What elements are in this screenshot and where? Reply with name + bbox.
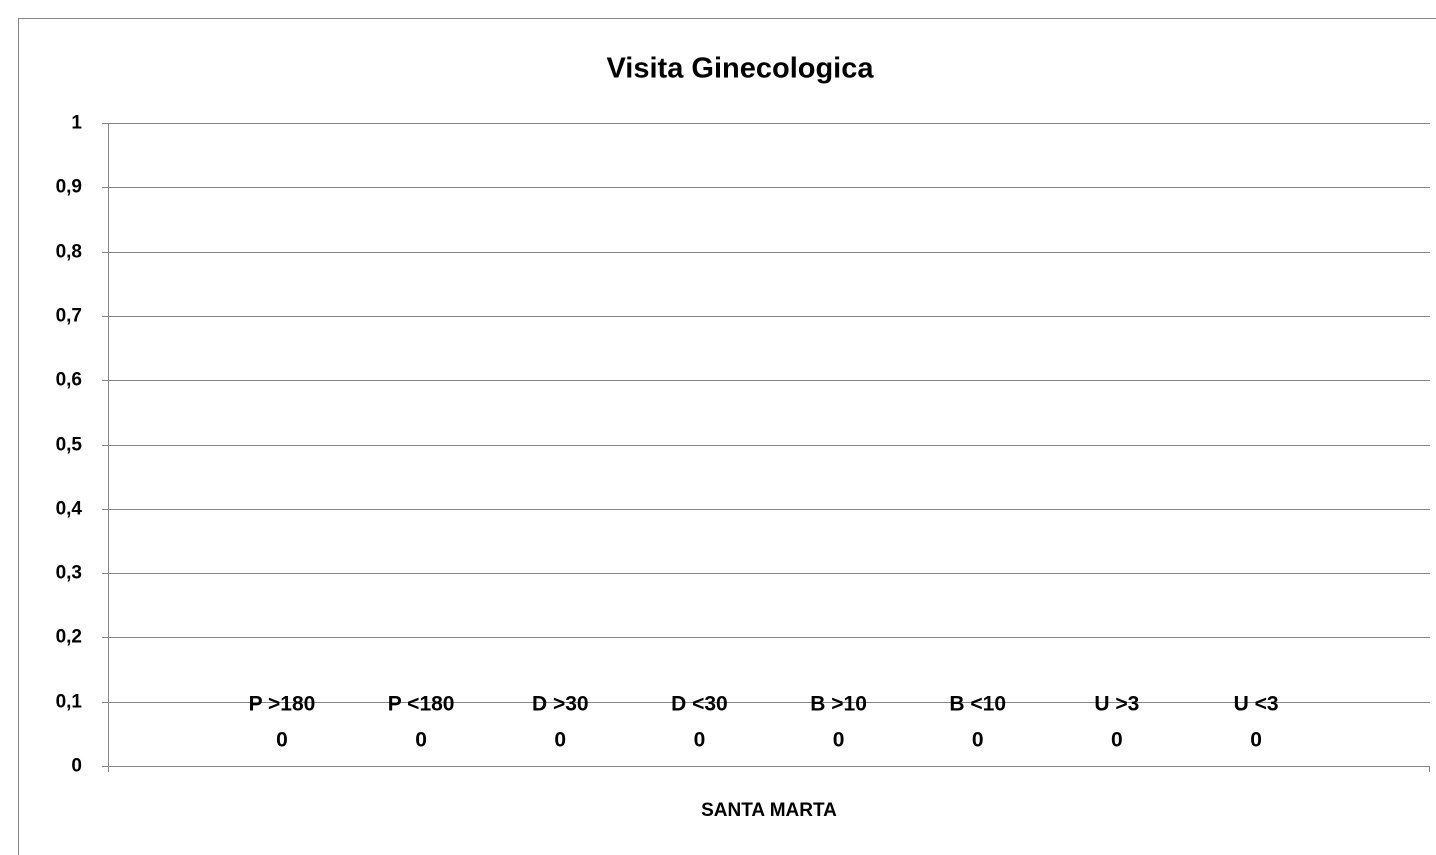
- data-label: 0: [694, 729, 706, 752]
- data-label: 0: [1250, 729, 1262, 752]
- data-label-series: B <10: [949, 693, 1006, 716]
- data-label: 0: [276, 729, 288, 752]
- data-label-series: U <3: [1234, 693, 1279, 716]
- data-label-series: D <30: [671, 693, 728, 716]
- data-label: 0: [415, 729, 427, 752]
- y-tick-label: 0: [71, 756, 82, 777]
- data-label-series: U >3: [1094, 693, 1139, 716]
- data-label: 0: [972, 729, 984, 752]
- data-label-series: B >10: [810, 693, 867, 716]
- y-tick-label: 0,1: [56, 692, 83, 713]
- y-tick-label: 0,3: [56, 563, 82, 584]
- data-label: 0: [1111, 729, 1123, 752]
- y-tick-label: 1: [71, 113, 82, 134]
- y-tick-label: 0,5: [56, 435, 83, 456]
- y-tick-label: 0,9: [56, 177, 82, 198]
- y-tick-label: 0,6: [56, 370, 82, 391]
- data-label-series: D >30: [532, 693, 589, 716]
- y-tick-label: 0,2: [56, 627, 82, 648]
- chart-title: Visita Ginecologica: [606, 53, 874, 85]
- chart-border: [18, 18, 1436, 855]
- x-category-label: SANTA MARTA: [701, 800, 837, 821]
- data-label-series: P <180: [388, 693, 455, 716]
- y-tick-label: 0,4: [56, 499, 83, 520]
- data-label: 0: [554, 729, 566, 752]
- data-label: 0: [833, 729, 845, 752]
- data-label-series: P >180: [249, 693, 316, 716]
- y-tick-label: 0,8: [56, 242, 82, 263]
- y-tick-label: 0,7: [56, 306, 82, 327]
